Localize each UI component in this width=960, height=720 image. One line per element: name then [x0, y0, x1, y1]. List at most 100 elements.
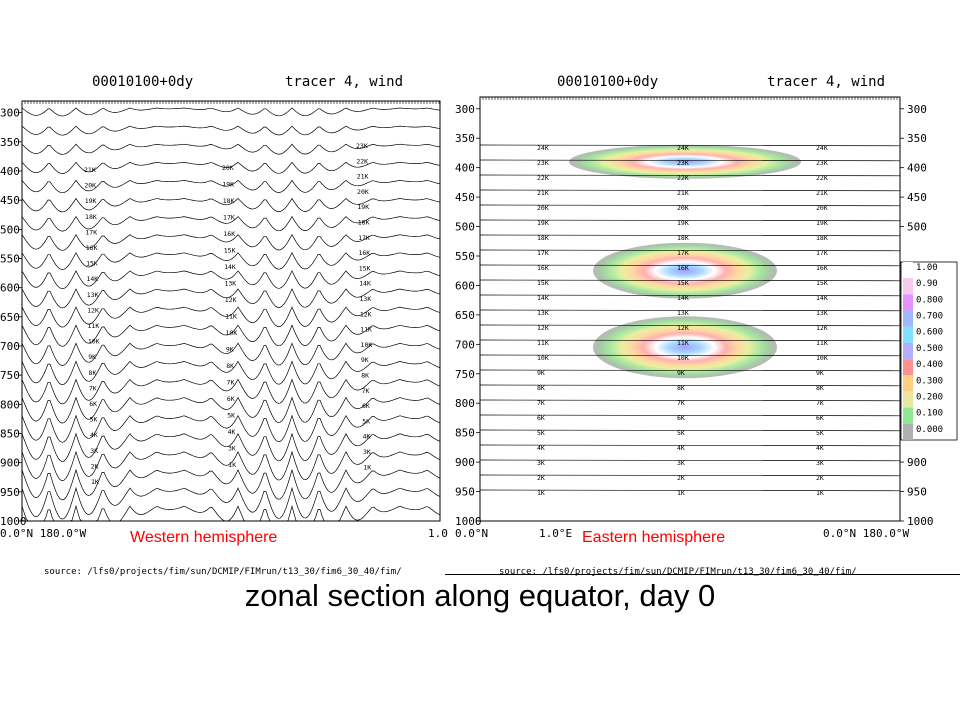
western-contour-line [21, 288, 441, 309]
western-k-label: 13K [360, 295, 372, 303]
eastern-y-tick-label-left: 750 [455, 368, 475, 381]
western-k-label: 3K [90, 447, 98, 455]
western-contour-line [21, 197, 441, 213]
western-k-label: 5K [90, 416, 98, 424]
western-k-label: 14K [86, 275, 98, 283]
western-y-tick-label: 750 [0, 369, 20, 382]
eastern-k-label: 1K [816, 489, 824, 497]
western-k-label: 1K [228, 461, 236, 469]
western-k-label: 7K [362, 387, 370, 395]
eastern-y-tick-label-left: 500 [455, 221, 475, 234]
western-y-tick-label: 400 [0, 165, 20, 178]
western-contour-line [21, 107, 441, 117]
right-date-label: 00010100+0dy [557, 74, 659, 90]
eastern-y-tick-label-left: 350 [455, 132, 475, 145]
eastern-k-label: 22K [816, 174, 828, 182]
left-source-text: source: /lfs0/projects/fim/sun/DCMIP/FIM… [44, 567, 402, 577]
western-k-label: 8K [361, 372, 369, 380]
colorbar-label: 0.500 [916, 344, 943, 354]
eastern-contour-line [479, 429, 901, 432]
eastern-y-tick-label-left: 400 [455, 162, 475, 175]
western-k-label: 18K [358, 219, 370, 227]
eastern-k-label: 5K [537, 429, 545, 437]
eastern-contour-line [479, 264, 901, 267]
eastern-x-tick-label: 0.0°N 180.0°W [823, 527, 909, 540]
western-contour-plot: 300 350 400 450 500 550 600 650 700 750 800 850 900 9… [0, 100, 448, 540]
western-y-tick-label: 550 [0, 253, 20, 266]
eastern-contour-line [479, 474, 901, 477]
western-contour-line [21, 504, 441, 522]
eastern-k-label: 2K [677, 474, 685, 482]
eastern-y-tick-label-right: 350 [907, 132, 927, 145]
western-contour-line [21, 378, 441, 405]
eastern-k-label: 7K [816, 399, 824, 407]
eastern-k-label: 4K [677, 444, 685, 452]
eastern-k-label: 9K [537, 369, 545, 377]
eastern-k-label: 6K [816, 414, 824, 422]
eastern-hemisphere-label: Eastern hemisphere [582, 529, 726, 546]
eastern-k-label: 19K [816, 219, 828, 227]
western-y-tick-label: 700 [0, 340, 20, 353]
colorbar-swatch [903, 278, 913, 295]
eastern-k-label: 20K [537, 204, 549, 212]
eastern-contour-line [479, 339, 901, 342]
eastern-k-label: 11K [537, 339, 549, 347]
eastern-k-label: 3K [816, 459, 824, 467]
eastern-k-label: 11K [677, 339, 689, 347]
eastern-k-label: 12K [816, 324, 828, 332]
eastern-k-label: 3K [537, 459, 545, 467]
western-contour-line [21, 360, 441, 386]
western-k-label: 6K [362, 402, 370, 410]
eastern-y-tick-label-right: 500 [907, 221, 927, 234]
western-plot-frame [21, 100, 441, 522]
western-k-label: 9K [88, 353, 96, 361]
western-k-label: 6K [89, 400, 97, 408]
western-y-tick-label: 1000 [0, 515, 27, 528]
western-k-label: 6K [227, 395, 235, 403]
colorbar-label: 0.800 [916, 295, 943, 305]
western-hemisphere-label: Western hemisphere [130, 529, 278, 546]
western-k-label: 7K [89, 384, 97, 392]
eastern-k-label: 23K [677, 159, 689, 167]
eastern-k-label: 13K [816, 309, 828, 317]
colorbar-swatch [903, 342, 913, 360]
eastern-k-label: 10K [677, 354, 689, 362]
eastern-k-label: 12K [677, 324, 689, 332]
western-k-label: 5K [362, 417, 370, 425]
eastern-k-label: 14K [677, 294, 689, 302]
western-k-label: 11K [360, 326, 372, 334]
eastern-k-label: 20K [816, 204, 828, 212]
eastern-k-label: 18K [677, 234, 689, 242]
western-k-label: 15K [359, 264, 371, 272]
western-contour-line [21, 125, 441, 136]
western-y-tick-label: 450 [0, 194, 20, 207]
eastern-k-label: 10K [537, 354, 549, 362]
colorbar-swatch [903, 262, 913, 279]
tracer-blob [593, 242, 777, 299]
western-y-tick-label: 500 [0, 223, 20, 236]
western-y-tick-label: 950 [0, 486, 20, 499]
western-contour-line [21, 486, 441, 520]
source-divider [445, 574, 960, 575]
eastern-y-tick-label-left: 850 [455, 427, 475, 440]
western-k-label: 19K [85, 197, 97, 205]
eastern-contour-line [479, 279, 901, 282]
eastern-k-label: 17K [677, 249, 689, 257]
western-k-label: 4K [228, 428, 236, 436]
colorbar-swatch [903, 375, 913, 392]
eastern-contour-line [479, 384, 901, 387]
eastern-k-label: 6K [677, 414, 685, 422]
colorbar-label: 0.700 [916, 312, 943, 322]
eastern-x-tick-label: 1.0°E [539, 527, 572, 540]
eastern-contour-line [479, 324, 901, 327]
western-k-label: 20K [222, 164, 234, 172]
colorbar-label: 0.90 [916, 279, 938, 289]
western-k-label: 21K [84, 166, 96, 174]
eastern-contour-line [479, 369, 901, 372]
eastern-k-label: 14K [537, 294, 549, 302]
eastern-contour-line [479, 234, 901, 237]
western-contour-line [21, 342, 441, 366]
eastern-k-label: 7K [677, 399, 685, 407]
left-field-label: tracer 4, wind [285, 74, 404, 90]
western-k-label: 17K [85, 228, 97, 236]
